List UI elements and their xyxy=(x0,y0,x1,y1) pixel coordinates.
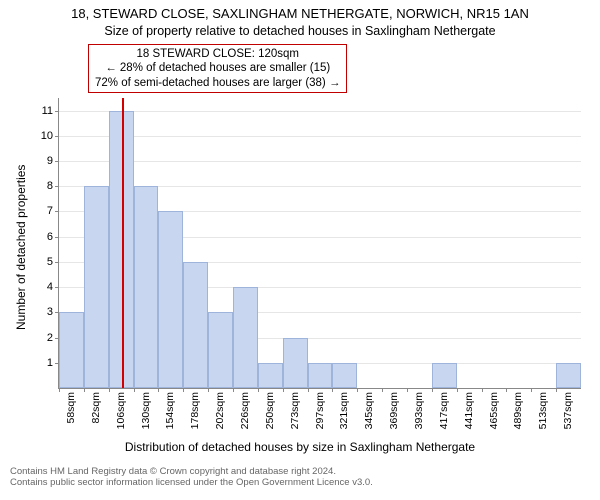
y-axis-label: Number of detached properties xyxy=(14,165,28,330)
xtick-mark xyxy=(134,388,135,392)
xtick-label: 154sqm xyxy=(162,392,176,438)
bar xyxy=(183,262,208,388)
bar xyxy=(84,186,109,388)
bar xyxy=(283,338,308,388)
page-title: 18, STEWARD CLOSE, SAXLINGHAM NETHERGATE… xyxy=(0,6,600,21)
xtick-mark xyxy=(482,388,483,392)
ytick-label: 11 xyxy=(42,105,59,117)
xtick-mark xyxy=(158,388,159,392)
gridline xyxy=(59,161,581,162)
footer-text: Contains HM Land Registry data © Crown c… xyxy=(10,466,373,489)
ytick-label: 9 xyxy=(47,155,59,167)
xtick-mark xyxy=(59,388,60,392)
bar xyxy=(109,111,134,388)
bar xyxy=(59,312,84,388)
gridline xyxy=(59,111,581,112)
xtick-label: 250sqm xyxy=(262,392,276,438)
ytick-label: 6 xyxy=(47,231,59,243)
xtick-label: 417sqm xyxy=(436,392,450,438)
bar xyxy=(308,363,333,388)
ytick-label: 3 xyxy=(47,306,59,318)
page-subtitle: Size of property relative to detached ho… xyxy=(0,24,600,38)
xtick-label: 321sqm xyxy=(336,392,350,438)
ytick-label: 5 xyxy=(47,256,59,268)
xtick-mark xyxy=(357,388,358,392)
xtick-label: 130sqm xyxy=(138,392,152,438)
annotation-box: 18 STEWARD CLOSE: 120sqm ← 28% of detach… xyxy=(88,44,347,93)
bar xyxy=(233,287,258,388)
bar xyxy=(134,186,159,388)
bar xyxy=(208,312,233,388)
xtick-label: 441sqm xyxy=(461,392,475,438)
xtick-mark xyxy=(308,388,309,392)
annotation-line-1: 18 STEWARD CLOSE: 120sqm xyxy=(95,47,340,61)
xtick-label: 393sqm xyxy=(411,392,425,438)
x-axis-label: Distribution of detached houses by size … xyxy=(0,440,600,454)
xtick-mark xyxy=(332,388,333,392)
xtick-mark xyxy=(457,388,458,392)
gridline xyxy=(59,136,581,137)
footer-line-2: Contains public sector information licen… xyxy=(10,477,373,488)
ytick-label: 1 xyxy=(47,357,59,369)
xtick-mark xyxy=(382,388,383,392)
xtick-mark xyxy=(84,388,85,392)
chart-container: 18, STEWARD CLOSE, SAXLINGHAM NETHERGATE… xyxy=(0,0,600,500)
xtick-label: 273sqm xyxy=(287,392,301,438)
xtick-mark xyxy=(407,388,408,392)
ytick-label: 4 xyxy=(47,281,59,293)
xtick-label: 82sqm xyxy=(88,392,102,438)
annotation-line-3: 72% of semi-detached houses are larger (… xyxy=(95,76,340,90)
marker-line xyxy=(122,98,124,388)
xtick-label: 513sqm xyxy=(535,392,549,438)
footer-line-1: Contains HM Land Registry data © Crown c… xyxy=(10,466,373,477)
xtick-label: 106sqm xyxy=(113,392,127,438)
xtick-mark xyxy=(258,388,259,392)
xtick-mark xyxy=(183,388,184,392)
bar xyxy=(332,363,357,388)
xtick-label: 58sqm xyxy=(63,392,77,438)
xtick-mark xyxy=(233,388,234,392)
xtick-mark xyxy=(208,388,209,392)
ytick-label: 2 xyxy=(47,332,59,344)
xtick-label: 369sqm xyxy=(386,392,400,438)
ytick-label: 7 xyxy=(47,205,59,217)
xtick-label: 345sqm xyxy=(361,392,375,438)
xtick-mark xyxy=(556,388,557,392)
xtick-label: 226sqm xyxy=(237,392,251,438)
xtick-label: 178sqm xyxy=(187,392,201,438)
xtick-label: 202sqm xyxy=(212,392,226,438)
plot-area: 123456789101158sqm82sqm106sqm130sqm154sq… xyxy=(58,98,581,389)
xtick-label: 489sqm xyxy=(510,392,524,438)
xtick-mark xyxy=(283,388,284,392)
xtick-mark xyxy=(432,388,433,392)
xtick-label: 537sqm xyxy=(560,392,574,438)
bar xyxy=(158,211,183,388)
xtick-mark xyxy=(506,388,507,392)
xtick-label: 297sqm xyxy=(312,392,326,438)
xtick-label: 465sqm xyxy=(486,392,500,438)
bar xyxy=(432,363,457,388)
xtick-mark xyxy=(109,388,110,392)
bar xyxy=(556,363,581,388)
xtick-mark xyxy=(531,388,532,392)
bar xyxy=(258,363,283,388)
ytick-label: 10 xyxy=(41,130,59,142)
annotation-line-2: ← 28% of detached houses are smaller (15… xyxy=(95,61,340,75)
ytick-label: 8 xyxy=(47,180,59,192)
